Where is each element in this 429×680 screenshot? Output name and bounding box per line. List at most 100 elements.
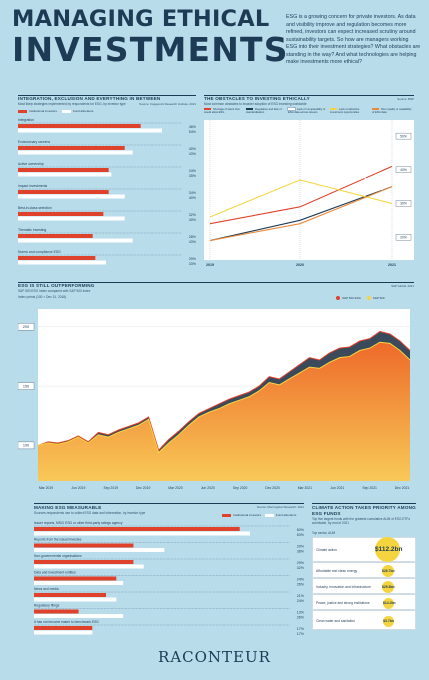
- measurable-title: MAKING ESG MEASURABLE: [34, 505, 102, 510]
- y-tick-label: 50%: [400, 134, 407, 138]
- value-label: 34%: [189, 191, 196, 195]
- bar-fund-allocators: [18, 260, 106, 265]
- x-tick-label: Mar 2019: [39, 486, 53, 490]
- climate-item: Affordable and clean energy $26.7bn: [312, 562, 416, 578]
- legend-swatch: [330, 108, 337, 111]
- x-tick-label: Mar 2021: [298, 486, 312, 490]
- climate-item: Industry, innovation and infrastructure …: [312, 578, 416, 594]
- bar-fund-allocators: [18, 216, 125, 221]
- legend-swatch: [246, 108, 253, 111]
- performance-chart: 100 150 200 Mar 2019 Jun 2019 Sep 2019 Dec 201…: [18, 309, 411, 490]
- y-tick-box: [18, 323, 35, 331]
- value-label: 21%: [297, 594, 304, 598]
- climate-item: Peace, justice and strong institutions $…: [312, 594, 416, 610]
- series-line-5: [209, 186, 393, 242]
- title-line-2: INVESTMENTS: [12, 29, 289, 69]
- esg-gap-area: [38, 331, 410, 453]
- category-label: Reports from the issuer/investee: [34, 538, 82, 542]
- y-tick-box: [18, 441, 35, 450]
- performance-subtitle-2: Index points (100 = Dec 31, 2018): [18, 295, 67, 299]
- legend-dot: [366, 296, 371, 301]
- legend-dot: [336, 296, 340, 301]
- series-line-4: [209, 179, 393, 218]
- performance-source: S&P Global, 2021: [391, 284, 414, 288]
- value-label: 13%: [297, 611, 304, 615]
- sp500-esg-line: [37, 330, 411, 452]
- x-tick-label: Mar 2020: [168, 486, 182, 490]
- series-line-1: [209, 165, 393, 225]
- bar-institutional-investors: [18, 256, 96, 260]
- category-label: Regulatory filings: [34, 604, 60, 608]
- intro-text: ESG is a growing concern for private inv…: [286, 14, 421, 66]
- bar-fund-allocators: [18, 150, 133, 155]
- value-label: 24%: [297, 599, 304, 603]
- x-tick-label: 2021: [388, 263, 396, 267]
- value-label: 17%: [297, 632, 304, 636]
- x-tick-label: Jun 2019: [71, 486, 85, 490]
- y-tick-label: 20%: [400, 235, 407, 239]
- climate-item-label: Peace, justice and strong institutions: [316, 601, 370, 605]
- divider: [312, 503, 416, 504]
- x-tick-label: Sep 2021: [362, 486, 377, 490]
- legend-item: Lack of comparability of ESG data across…: [287, 107, 328, 114]
- integration-legend: Institutional investors Fund allocators: [18, 109, 93, 113]
- x-tick-label: Sep 2019: [103, 486, 118, 490]
- climate-item: Climate action $112.2bn: [312, 537, 416, 562]
- value-label: 63%: [297, 533, 304, 537]
- value-label: 29%: [297, 561, 304, 565]
- climate-item-label: Clean water and sanitation: [316, 619, 356, 623]
- x-tick-label: 2019: [206, 263, 214, 267]
- value-label: 26%: [297, 616, 304, 620]
- divider: [18, 95, 196, 96]
- legend-swatch: [204, 108, 211, 111]
- value-label: 28%: [189, 235, 196, 239]
- legend-swatch: [372, 108, 379, 111]
- value-label: 26%: [297, 583, 304, 587]
- category-label: Best-in-class selection: [18, 206, 52, 210]
- x-tick-label: Dec 2020: [265, 486, 280, 490]
- value-label: 40%: [189, 196, 196, 200]
- legend-item: Shortage of talent that would allow ESG: [204, 108, 244, 114]
- legend-item: Regulation and lack of standardisation: [246, 108, 286, 114]
- obstacles-title: THE OBSTACLES TO INVESTING ETHICALLY: [204, 96, 310, 101]
- value-label: 40%: [189, 147, 196, 151]
- bar-fund-allocators: [18, 194, 125, 199]
- value-label: 29%: [297, 545, 304, 549]
- bar-fund-allocators: [34, 548, 165, 552]
- bar-fund-allocators: [18, 238, 133, 243]
- legend-swatch: [61, 109, 71, 113]
- integration-title: INTEGRATION, EXCLUSION AND EVERYTHING IN…: [18, 96, 161, 101]
- x-tick-label: Dec 2021: [395, 486, 410, 490]
- y-tick-box: [395, 234, 412, 241]
- obstacles-chart: 2019 2020 2021 50% 40% 30% 20%: [206, 120, 412, 267]
- x-tick-label: Dec 2019: [136, 486, 151, 490]
- page-title: MANAGING ETHICAL INVESTMENTS: [12, 8, 289, 69]
- bar-institutional-investors: [18, 124, 141, 128]
- y-tick-box: [395, 200, 412, 207]
- legend-label: Fund allocators: [275, 513, 297, 517]
- bar-fund-allocators: [34, 564, 144, 569]
- integration-chart: Integration 46%54% Exclusionary screens 40%…: [18, 118, 196, 266]
- y-tick-label: 40%: [400, 168, 407, 172]
- performance-legend: S&P 500 ESG S&P 500: [336, 296, 385, 301]
- sp500-line: [37, 341, 411, 454]
- x-tick-label: Jun 2020: [201, 486, 215, 490]
- legend-swatch: [287, 107, 296, 112]
- climate-item-label: Climate action: [316, 548, 337, 552]
- climate-item-value: $26.7bn: [382, 565, 395, 577]
- bar-institutional-investors: [34, 543, 134, 548]
- obstacles-legend: Shortage of talent that would allow ESG R…: [204, 107, 414, 120]
- legend-label: Institutional investors: [233, 513, 262, 517]
- value-label: 43%: [189, 152, 196, 156]
- legend-label: Regulation and lack of standardisation: [246, 108, 282, 115]
- legend-item: Lack of attractive investment opportunit…: [330, 108, 370, 114]
- legend-item: Poor quality or availability of ESG data: [372, 108, 412, 114]
- category-label: Exclusionary screens: [18, 140, 50, 144]
- bar-institutional-investors: [18, 234, 93, 238]
- legend-swatch: [18, 109, 27, 113]
- legend-label: S&P 500: [372, 296, 385, 300]
- value-label: 32%: [297, 566, 304, 570]
- climate-item-value: $25.8bn: [382, 581, 395, 593]
- climate-item-label: Affordable and clean energy: [316, 569, 358, 573]
- sp500-area: [38, 342, 410, 481]
